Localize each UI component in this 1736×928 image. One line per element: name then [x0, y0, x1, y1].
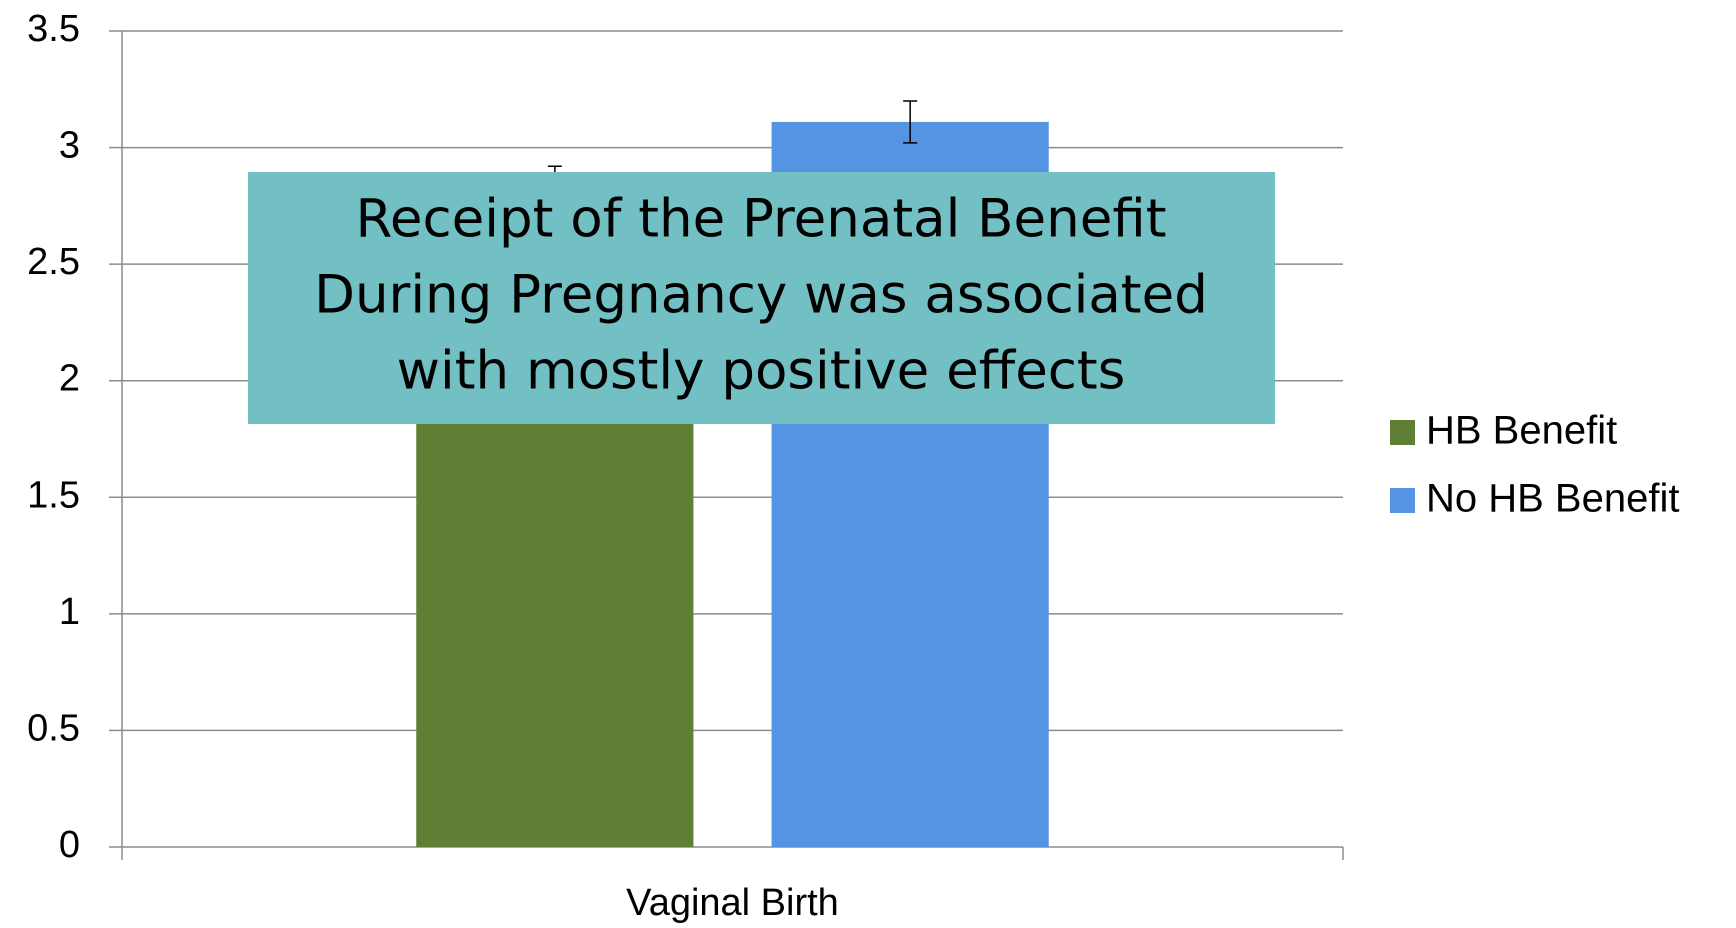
y-tick-label: 2: [59, 358, 80, 400]
annotation-text: During Pregnancy was associated: [314, 265, 1208, 326]
y-tick-label: 1: [59, 591, 80, 633]
annotation-text: with mostly positive effects: [397, 341, 1126, 402]
legend-swatch: [1390, 488, 1415, 513]
y-tick-label: 3.5: [27, 8, 80, 50]
y-tick-label: 0: [59, 824, 80, 866]
annotation-text: Receipt of the Prenatal Benefit: [355, 189, 1166, 250]
error-bar: [903, 100, 918, 144]
legend-swatch: [1390, 420, 1415, 445]
x-tick-label: Vaginal Birth: [626, 882, 839, 924]
y-tick-label: 1.5: [27, 474, 80, 516]
y-tick-label: 3: [59, 125, 80, 167]
y-tick-label: 2.5: [27, 241, 80, 283]
y-tick-label: 0.5: [27, 707, 80, 749]
legend-label: No HB Benefit: [1426, 477, 1679, 521]
legend-label: HB Benefit: [1426, 409, 1617, 453]
annotation-box: [248, 172, 1275, 424]
